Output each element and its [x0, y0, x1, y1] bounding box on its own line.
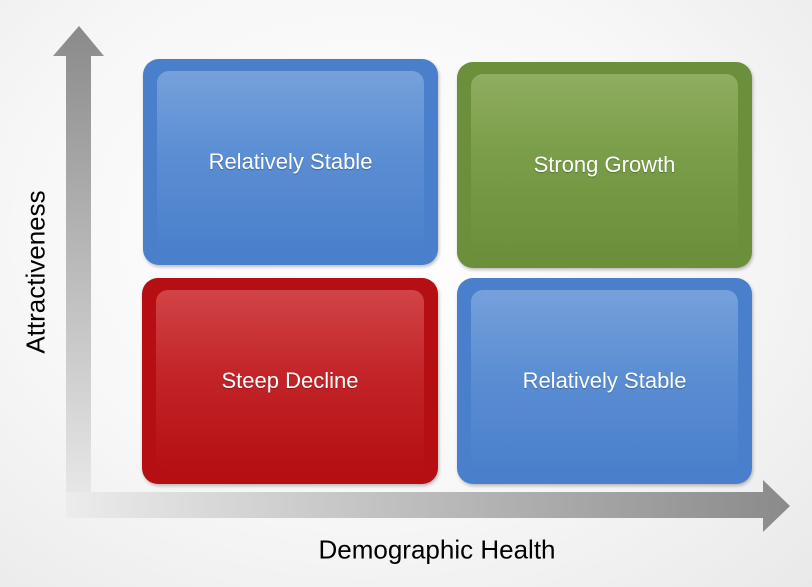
- quadrant-bottom-right-label: Relatively Stable: [522, 368, 687, 393]
- quadrant-bottom-left-label: Steep Decline: [221, 368, 359, 393]
- quadrant-top-left-label: Relatively Stable: [208, 149, 373, 174]
- quadrant-top-right: Strong Growth: [457, 62, 752, 268]
- quadrant-top-left: Relatively Stable: [143, 59, 438, 265]
- quadrant-top-right-label: Strong Growth: [533, 152, 676, 177]
- y-axis-arrow: [53, 26, 104, 518]
- y-axis-title: Attractiveness: [20, 190, 51, 354]
- x-axis-arrow: [66, 480, 790, 532]
- x-axis-title: Demographic Health: [318, 534, 556, 565]
- quadrant-bottom-left: Steep Decline: [142, 278, 438, 484]
- quadrant-bottom-right: Relatively Stable: [457, 278, 752, 484]
